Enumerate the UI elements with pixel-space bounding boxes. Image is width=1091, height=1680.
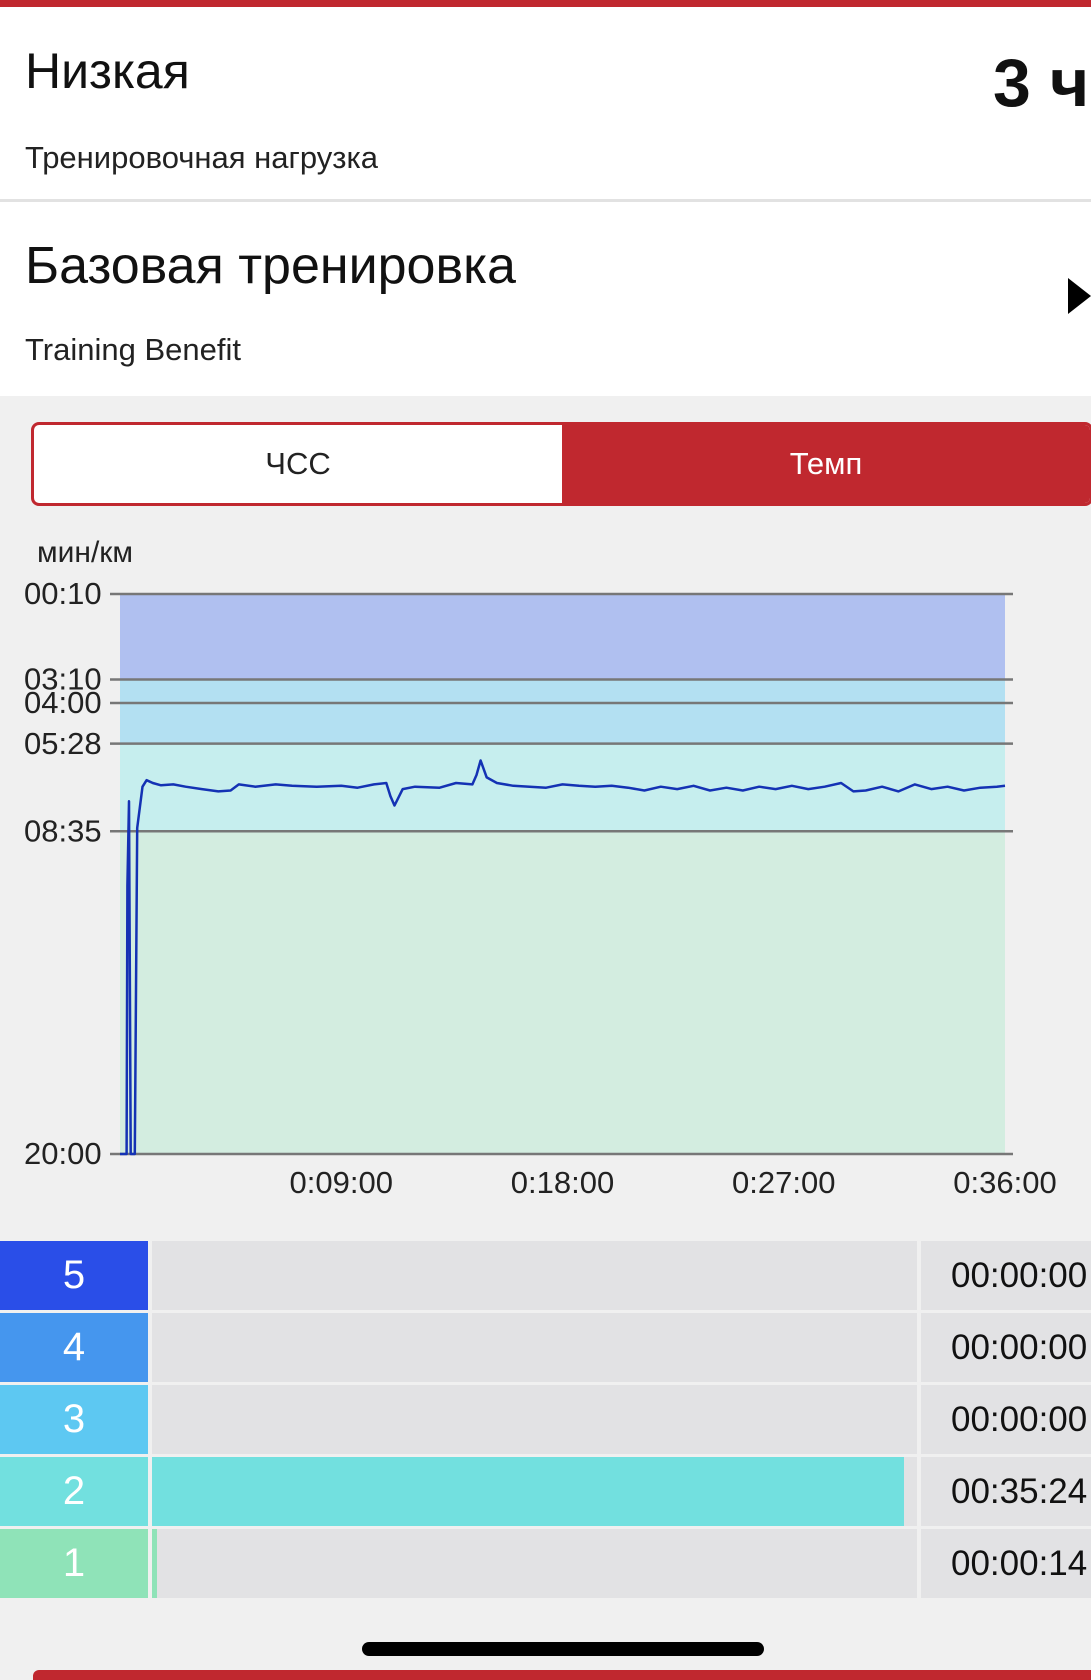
zone-label: 4: [0, 1313, 148, 1382]
zone-time-cell: [921, 1457, 1091, 1526]
zone-label: 2: [0, 1457, 148, 1526]
y-tick-label: 05:28: [24, 726, 102, 761]
zone-time: 00:00:00: [951, 1255, 1088, 1295]
zone-time-cell: [921, 1385, 1091, 1454]
zone-time: 00:35:24: [951, 1471, 1088, 1511]
zone-label: 5: [0, 1241, 148, 1310]
zone-track: [152, 1529, 917, 1598]
zone-track: [152, 1241, 917, 1310]
y-tick-label: 08:35: [24, 813, 102, 848]
zone-label: 1: [0, 1529, 148, 1598]
zone-band: [120, 679, 1005, 704]
zone-time: 00:00:14: [951, 1543, 1088, 1583]
tab[interactable]: Темп: [562, 425, 1090, 503]
zone-time-cell: [921, 1529, 1091, 1598]
zone-table: 5 00:00:00 4 00:00:00 3 00:00:00 2 00:35:24 1 00:…: [0, 1241, 1091, 1601]
zone-time-cell: [921, 1313, 1091, 1382]
load-section: [0, 7, 1091, 199]
zone-track: [152, 1385, 917, 1454]
load-value: 3 ч: [993, 45, 1090, 121]
home-indicator: [362, 1642, 764, 1656]
y-axis-label: мин/км: [37, 536, 133, 569]
zone-track: [152, 1313, 917, 1382]
zone-band: [120, 743, 1005, 832]
bottom-strip: [33, 1670, 1091, 1680]
y-tick-label: 00:10: [24, 576, 102, 611]
zone-band: [120, 594, 1005, 680]
zone-band: [120, 703, 1005, 744]
zone-bar: [152, 1457, 905, 1526]
top-strip: [0, 0, 1091, 7]
tab-bar: ЧСС Темп: [31, 422, 1091, 506]
benefit-subtitle: Training Benefit: [25, 332, 241, 367]
y-tick-label: 03:10: [24, 662, 102, 697]
zone-label: 3: [0, 1385, 148, 1454]
x-tick-label: 0:09:00: [290, 1165, 393, 1200]
x-tick-label: 0:18:00: [511, 1165, 614, 1200]
chevron: [1068, 278, 1091, 314]
x-tick-label: 0:36:00: [953, 1165, 1056, 1200]
benefit-section[interactable]: [0, 202, 1091, 396]
load-title: Низкая: [25, 43, 190, 99]
load-subtitle: Тренировочная нагрузка: [25, 140, 378, 175]
x-tick-label: 0:27:00: [732, 1165, 835, 1200]
pace-line: [120, 759, 1006, 1156]
tab[interactable]: ЧСС: [265, 446, 331, 481]
zone-time: 00:00:00: [951, 1327, 1088, 1367]
benefit-title: Базовая тренировка: [25, 237, 516, 295]
zone-time: 00:00:00: [951, 1399, 1088, 1439]
zone-band: [120, 831, 1005, 1154]
zone-bar: [152, 1529, 157, 1598]
y-tick-label: 20:00: [24, 1136, 102, 1171]
divider: [0, 199, 1091, 202]
y-tick-label: 04:00: [24, 685, 102, 720]
zone-time-cell: [921, 1241, 1091, 1310]
